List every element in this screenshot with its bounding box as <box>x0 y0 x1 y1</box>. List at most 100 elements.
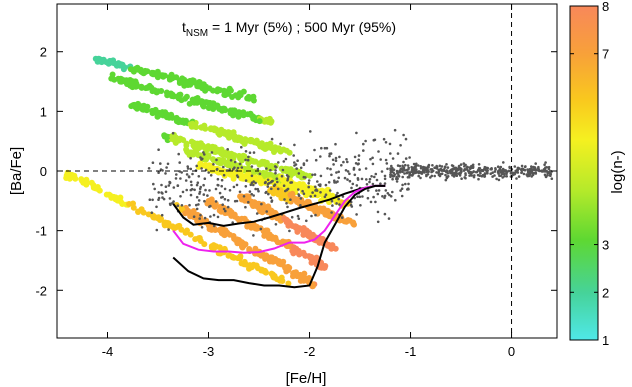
observed-star <box>407 171 411 174</box>
observed-star <box>218 191 222 195</box>
observed-star <box>369 200 373 204</box>
observed-star <box>503 172 506 176</box>
model-point <box>115 61 121 68</box>
observed-star <box>365 178 368 181</box>
observed-star <box>354 162 358 165</box>
observed-star <box>252 151 256 154</box>
observed-star <box>446 175 450 178</box>
model-point <box>286 149 293 156</box>
observed-star <box>198 217 201 220</box>
observed-star <box>463 176 467 179</box>
observed-star <box>159 168 163 171</box>
observed-star <box>220 178 224 182</box>
observed-star <box>267 192 270 196</box>
observed-star <box>404 163 407 167</box>
observed-star <box>283 198 286 201</box>
observed-star <box>157 171 160 174</box>
observed-star <box>406 164 410 167</box>
observed-star <box>311 173 314 177</box>
observed-star <box>299 204 302 207</box>
observed-star <box>305 219 308 223</box>
observed-star <box>313 194 317 198</box>
observed-star <box>516 171 520 174</box>
observed-star <box>541 169 545 173</box>
observed-star <box>216 177 220 181</box>
observed-star <box>507 169 511 173</box>
observed-star <box>445 170 449 173</box>
observed-star <box>235 183 239 187</box>
observed-star <box>203 199 206 203</box>
model-point <box>157 111 164 118</box>
observed-star <box>440 165 444 168</box>
observed-star <box>383 182 387 185</box>
reference-lines <box>57 4 513 338</box>
model-point <box>138 206 145 213</box>
observed-star <box>340 216 344 219</box>
observed-star <box>256 187 260 191</box>
observed-star <box>546 174 549 177</box>
observed-star <box>383 174 387 178</box>
observed-star <box>407 166 411 170</box>
model-point <box>189 120 196 127</box>
observed-star <box>265 210 269 213</box>
model-point <box>217 227 224 234</box>
observed-star <box>504 169 507 172</box>
observed-star <box>391 190 394 194</box>
observed-star <box>192 215 196 218</box>
observed-star <box>505 175 509 178</box>
observed-star <box>414 170 418 173</box>
observed-star <box>175 173 178 176</box>
observed-star <box>438 164 442 168</box>
model-point <box>134 82 141 89</box>
observed-star <box>286 205 289 209</box>
observed-star <box>309 130 312 133</box>
model-point <box>65 171 72 178</box>
observed-star <box>324 193 328 196</box>
observed-star <box>286 177 290 180</box>
observed-star <box>389 152 392 155</box>
model-point <box>272 236 279 243</box>
model-point <box>180 137 187 143</box>
observed-star <box>274 169 277 172</box>
colorbar-ticks: 1 2 3 7 8 <box>570 0 609 348</box>
observed-star <box>468 167 472 170</box>
observed-star <box>342 160 345 164</box>
model-point <box>180 118 187 125</box>
observed-star <box>357 158 361 162</box>
observed-star <box>341 195 345 198</box>
x-axis-label: [Fe/H] <box>286 370 327 387</box>
x-tick-label: -3 <box>203 344 215 359</box>
observed-star <box>199 213 202 217</box>
model-point <box>209 166 216 173</box>
observed-star <box>343 176 347 180</box>
observed-star <box>368 180 371 184</box>
observed-star <box>335 171 338 174</box>
model-point <box>290 170 297 177</box>
observed-star <box>275 177 279 180</box>
observed-star <box>255 212 259 215</box>
model-point <box>290 244 297 251</box>
colorbar-tick-label: 7 <box>602 47 609 62</box>
observed-star <box>460 177 463 180</box>
observed-star <box>197 199 201 202</box>
model-point <box>235 94 242 101</box>
model-point <box>227 110 234 117</box>
observed-star <box>417 174 421 178</box>
observed-star <box>228 168 231 171</box>
observed-star <box>244 150 248 153</box>
observed-star <box>490 168 493 171</box>
model-point <box>182 229 189 236</box>
observed-star <box>217 184 220 187</box>
observed-star <box>238 190 242 194</box>
observed-star <box>167 184 171 187</box>
observed-star <box>319 191 322 194</box>
observed-star <box>193 188 196 192</box>
title-subscript: NSM <box>186 28 208 39</box>
observed-star <box>383 212 387 216</box>
model-point <box>206 85 213 92</box>
observed-star <box>185 188 188 192</box>
model-point <box>169 133 176 140</box>
colorbar-tick-label: 1 <box>602 333 609 348</box>
observed-star <box>189 180 193 184</box>
model-point <box>161 222 168 229</box>
